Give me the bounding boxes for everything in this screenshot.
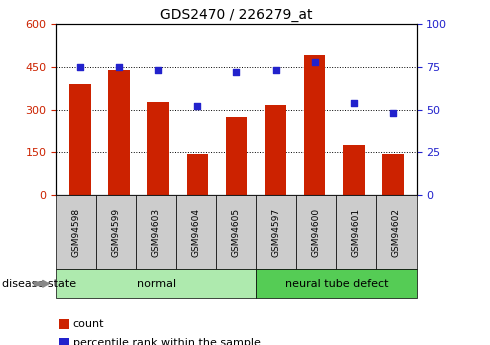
Text: disease state: disease state xyxy=(2,279,76,289)
Point xyxy=(350,100,358,106)
Point xyxy=(154,68,162,73)
Point xyxy=(194,104,201,109)
Point xyxy=(115,64,123,70)
Text: GSM94599: GSM94599 xyxy=(112,207,121,257)
Text: GSM94605: GSM94605 xyxy=(232,207,241,257)
Point xyxy=(311,59,319,65)
Point xyxy=(389,110,397,116)
Text: GSM94597: GSM94597 xyxy=(272,207,281,257)
Text: normal: normal xyxy=(137,279,176,289)
Text: GSM94600: GSM94600 xyxy=(312,207,321,257)
Bar xyxy=(147,102,169,195)
Bar xyxy=(226,117,247,195)
Text: count: count xyxy=(73,319,104,329)
Bar xyxy=(304,56,325,195)
Text: neural tube defect: neural tube defect xyxy=(285,279,388,289)
Text: percentile rank within the sample: percentile rank within the sample xyxy=(73,338,260,345)
Text: GSM94602: GSM94602 xyxy=(392,207,401,257)
Bar xyxy=(265,105,286,195)
Bar xyxy=(187,154,208,195)
Bar xyxy=(382,154,404,195)
Text: GSM94603: GSM94603 xyxy=(152,207,161,257)
Text: GSM94601: GSM94601 xyxy=(352,207,361,257)
Point xyxy=(233,69,241,75)
Bar xyxy=(108,70,130,195)
Text: GSM94598: GSM94598 xyxy=(72,207,81,257)
Bar xyxy=(69,84,91,195)
Text: GSM94604: GSM94604 xyxy=(192,207,201,257)
Point xyxy=(76,64,84,70)
Bar xyxy=(343,145,365,195)
Title: GDS2470 / 226279_at: GDS2470 / 226279_at xyxy=(160,8,313,22)
Point xyxy=(271,68,279,73)
